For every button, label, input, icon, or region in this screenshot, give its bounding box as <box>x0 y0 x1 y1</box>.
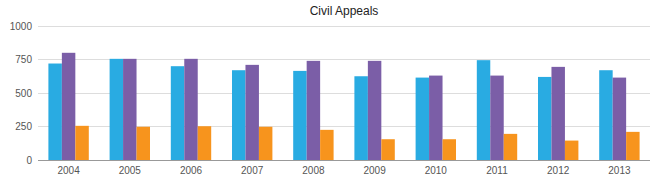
bar <box>565 141 578 160</box>
y-tick-label: 1000 <box>10 21 33 32</box>
bar <box>443 139 456 160</box>
x-tick-label: 2009 <box>363 165 386 176</box>
series <box>48 59 612 160</box>
series <box>75 126 639 160</box>
bar <box>551 67 564 160</box>
bar <box>232 70 245 160</box>
bar <box>368 61 381 160</box>
bar <box>490 76 503 160</box>
bar <box>110 59 123 160</box>
series <box>62 53 626 160</box>
bar <box>429 76 442 160</box>
x-tick-label: 2006 <box>180 165 203 176</box>
bars <box>48 53 639 160</box>
x-tick-label: 2005 <box>119 165 142 176</box>
bar <box>504 134 517 160</box>
y-tick-label: 500 <box>15 88 32 99</box>
bar <box>381 139 394 160</box>
y-tick-label: 750 <box>15 54 32 65</box>
bar <box>171 66 184 160</box>
bar <box>307 61 320 160</box>
grid-line <box>38 26 650 27</box>
grid-line <box>38 160 650 161</box>
bar <box>62 53 75 160</box>
bar <box>626 132 639 160</box>
bar <box>320 130 333 160</box>
bar <box>198 126 211 160</box>
y-tick-label: 0 <box>26 155 32 166</box>
bar <box>354 76 367 160</box>
bar <box>416 78 429 160</box>
bar <box>293 71 306 160</box>
page: {"chart_data": {"type": "bar", "title": … <box>0 0 660 182</box>
x-tick-label: 2008 <box>302 165 325 176</box>
x-axis-line <box>38 160 650 161</box>
x-tick-label: 2013 <box>608 165 631 176</box>
bar <box>538 77 551 160</box>
bar <box>184 59 197 160</box>
x-tick-label: 2004 <box>57 165 80 176</box>
bar <box>245 65 258 160</box>
bar <box>477 60 490 160</box>
title: Civil Appeals <box>310 4 379 18</box>
x-tick-label: 2007 <box>241 165 264 176</box>
y-tick-label: 250 <box>15 121 32 132</box>
bar <box>259 127 272 160</box>
grid <box>38 26 650 160</box>
bar <box>75 126 88 160</box>
bar <box>48 64 61 160</box>
chart-container: Civil Appeals 0 250 500 750 1000 2004 2005 2006 2… <box>0 0 660 182</box>
x-tick-label: 2011 <box>486 165 508 176</box>
bar <box>599 70 612 160</box>
chart-svg: Civil Appeals 0 250 500 750 1000 2004 2005 2006 2… <box>0 0 660 182</box>
bar <box>613 78 626 160</box>
bar <box>137 127 150 160</box>
x-tick-label: 2012 <box>547 165 570 176</box>
bar <box>123 59 136 160</box>
x-tick-label: 2010 <box>425 165 448 176</box>
